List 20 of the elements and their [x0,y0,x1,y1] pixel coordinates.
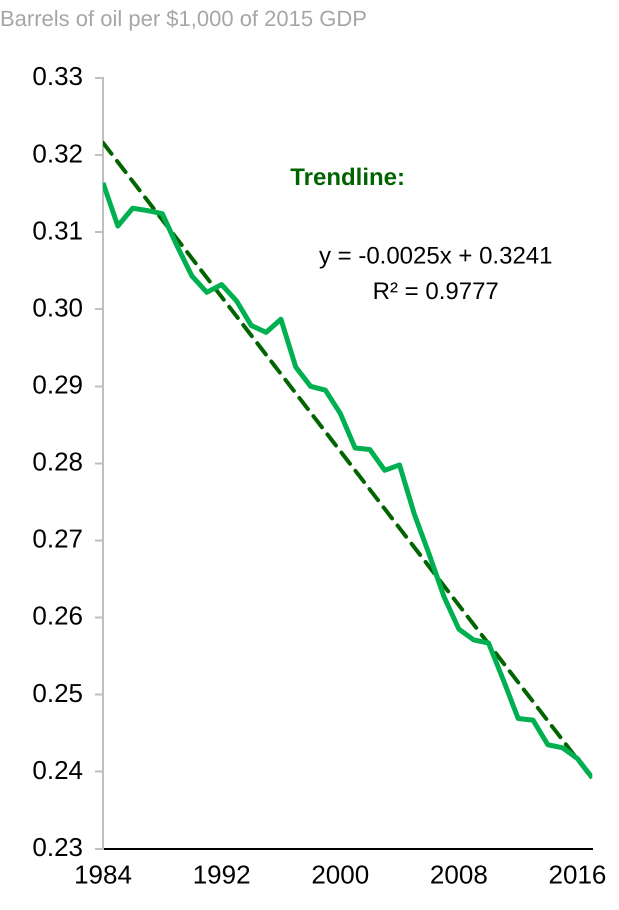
x-tick-label: 2000 [311,860,370,890]
y-tick-label: 0.32 [32,138,83,168]
y-tick-label: 0.28 [32,446,83,477]
y-tick-label: 0.31 [32,215,83,246]
y-tick-label: 0.24 [32,754,83,785]
y-tick-label: 0.27 [32,524,83,554]
annotation: y = -0.0025x + 0.3241 [318,242,552,270]
x-tick-label: 1992 [192,860,251,890]
y-tick-label: 0.26 [32,600,83,631]
y-tick-label: 0.30 [32,292,83,322]
annotation: Trendline: [290,164,405,191]
chart-title: Barrels of oil per $1,000 of 2015 GDP [0,6,367,32]
x-tick-label: 1984 [74,860,132,890]
y-tick-label: 0.33 [32,61,83,92]
x-tick-label: 2016 [548,860,606,890]
annotation: R² = 0.9777 [372,278,499,305]
y-tick-label: 0.25 [32,678,83,708]
x-tick-label: 2008 [430,860,488,890]
y-tick-label: 0.23 [32,832,83,862]
y-tick-label: 0.29 [32,369,83,400]
